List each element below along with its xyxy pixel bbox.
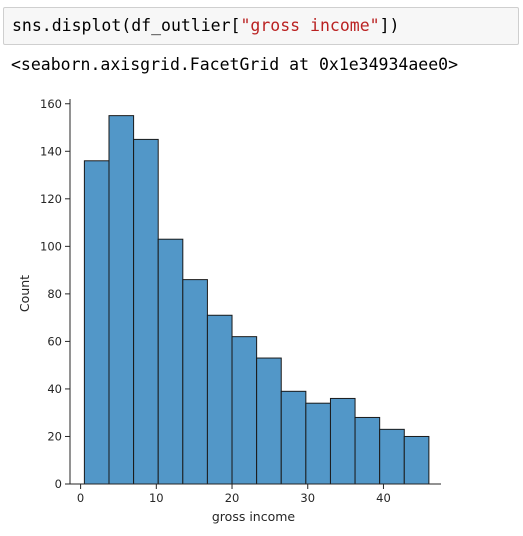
histogram-bar — [354, 416, 381, 485]
x-tick-label: 0 — [77, 491, 84, 505]
histogram-bar — [305, 402, 331, 485]
histogram-bar — [157, 238, 184, 485]
code-text-suffix: ]) — [379, 16, 400, 35]
code-input-cell[interactable]: sns.displot(df_outlier["gross income"]) — [3, 7, 519, 45]
y-tick-label: 80 — [47, 287, 62, 301]
x-axis-label: gross income — [212, 509, 296, 524]
x-tick-label: 20 — [225, 491, 240, 505]
y-axis-ticks: 0 20 40 60 80 100 120 140 160 — [40, 97, 70, 491]
histogram-bar — [256, 357, 282, 485]
x-tick-label: 30 — [300, 491, 315, 505]
histogram-bar — [403, 435, 430, 485]
y-tick-label: 60 — [47, 334, 62, 348]
histogram-bar — [231, 336, 258, 485]
code-string-literal: "gross income" — [240, 16, 380, 35]
y-tick-label: 160 — [40, 97, 62, 111]
y-tick-label: 120 — [40, 192, 62, 206]
histogram-bar — [182, 279, 208, 485]
histogram-bar — [379, 428, 405, 485]
histogram-bar — [206, 314, 233, 485]
y-tick-label: 40 — [47, 382, 62, 396]
code-text-prefix: sns.displot(df_outlier[ — [12, 16, 241, 35]
histogram-bar — [108, 115, 135, 485]
y-tick-label: 100 — [40, 239, 62, 253]
x-tick-label: 10 — [149, 491, 164, 505]
y-axis-label: Count — [17, 275, 32, 312]
output-repr-text: <seaborn.axisgrid.FacetGrid at 0x1e34934… — [11, 55, 459, 74]
histogram-bar — [329, 397, 356, 485]
histogram-bar — [133, 138, 159, 485]
histogram-bar — [280, 390, 307, 485]
histogram-bar — [83, 160, 110, 485]
x-tick-label: 40 — [376, 491, 391, 505]
y-tick-label: 140 — [40, 144, 62, 158]
x-axis-ticks: 0 10 20 30 40 — [77, 484, 391, 505]
y-tick-label: 20 — [47, 429, 62, 443]
y-tick-label: 0 — [55, 477, 62, 491]
histogram-bars — [83, 115, 430, 485]
